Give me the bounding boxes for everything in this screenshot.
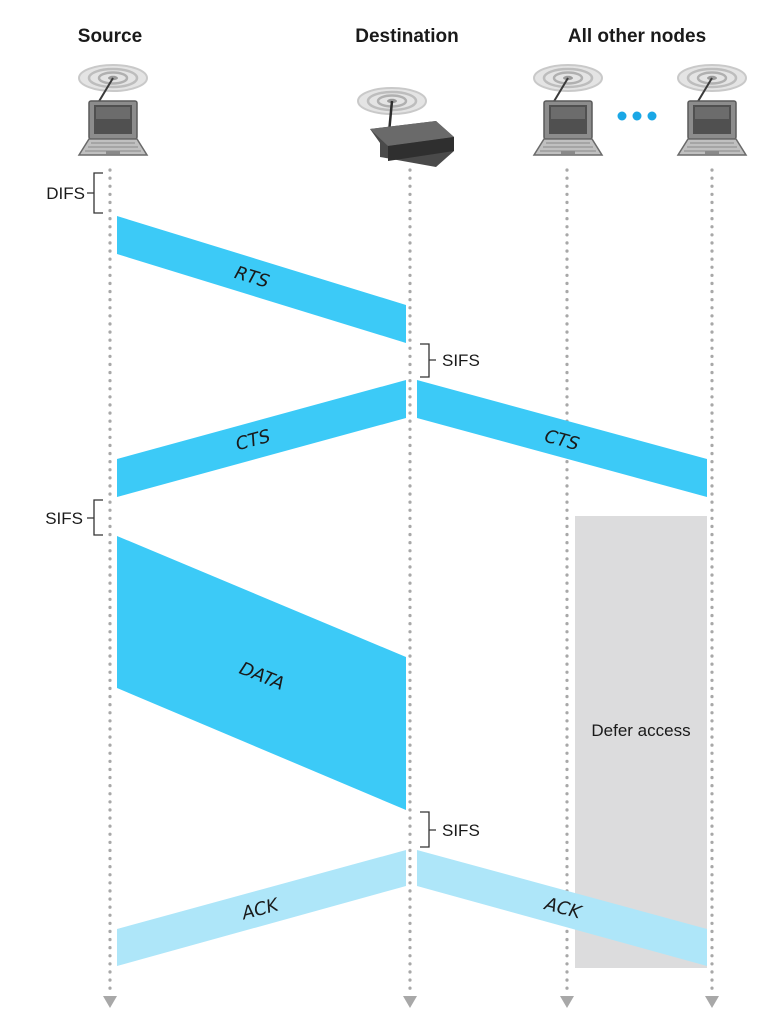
header-destination: Destination: [355, 26, 458, 47]
other-node-laptop-1-icon: [534, 65, 602, 155]
cts-frame-to-others: [417, 380, 707, 497]
lifeline-arrowheads: [103, 996, 719, 1008]
sifs-label-2: SIFS: [45, 509, 83, 528]
other-node-laptop-2-icon: [678, 65, 746, 155]
sifs-bracket-destination-2: SIFS: [420, 811, 480, 848]
defer-access-region: [575, 516, 707, 968]
data-frame: [117, 536, 406, 810]
ellipsis-dots-icon: [617, 111, 657, 121]
other-node-1-arrowhead-icon: [560, 996, 574, 1008]
sifs-label-1: SIFS: [442, 351, 480, 370]
difs-bracket: DIFS: [46, 172, 103, 214]
destination-access-point-icon: [356, 86, 454, 167]
ack-frame-to-others: [417, 850, 707, 966]
cts-frame-to-source: [117, 380, 406, 497]
source-laptop-icon: [79, 65, 147, 155]
other-node-2-arrowhead-icon: [705, 996, 719, 1008]
rts-frame: [117, 216, 406, 343]
sifs-bracket-destination-1: SIFS: [420, 343, 480, 378]
source-arrowhead-icon: [103, 996, 117, 1008]
destination-arrowhead-icon: [403, 996, 417, 1008]
difs-label: DIFS: [46, 184, 85, 203]
header-all-other-nodes: All other nodes: [568, 26, 706, 47]
header-source: Source: [78, 26, 142, 47]
sifs-bracket-source: SIFS: [45, 499, 103, 536]
sifs-label-3: SIFS: [442, 821, 480, 840]
ack-frame-to-source: [117, 850, 406, 966]
defer-access-label: Defer access: [591, 721, 690, 740]
